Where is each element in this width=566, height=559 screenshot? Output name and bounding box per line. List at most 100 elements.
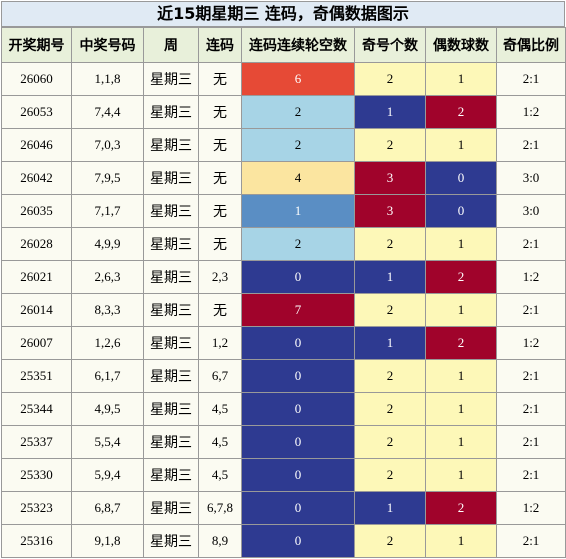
cell-week: 星期三 <box>143 194 199 228</box>
cell-odd-count: 2 <box>354 359 426 393</box>
cell-issue: 26014 <box>1 293 72 327</box>
cell-consec: 无 <box>198 227 242 261</box>
cell-issue: 26060 <box>1 62 72 96</box>
cell-numbers: 7,9,5 <box>71 161 144 195</box>
cell-numbers: 1,1,8 <box>71 62 144 96</box>
cell-ratio: 1:2 <box>496 260 566 294</box>
cell-week: 星期三 <box>143 95 199 129</box>
cell-consec: 无 <box>198 128 242 162</box>
table-row: 25330 5,9,4 星期三 4,5 0 2 1 2:1 <box>1 458 566 492</box>
cell-ratio: 2:1 <box>496 293 566 327</box>
cell-gap: 0 <box>241 392 355 426</box>
cell-ratio: 2:1 <box>496 128 566 162</box>
cell-ratio: 1:2 <box>496 95 566 129</box>
cell-issue: 26053 <box>1 95 72 129</box>
table-row: 26053 7,4,4 星期三无 2 1 2 1:2 <box>1 95 566 129</box>
cell-consec: 无 <box>198 95 242 129</box>
cell-gap: 0 <box>241 524 355 558</box>
cell-numbers: 7,1,7 <box>71 194 144 228</box>
cell-consec: 4,5 <box>198 392 242 426</box>
cell-odd-count: 3 <box>354 161 426 195</box>
cell-numbers: 7,4,4 <box>71 95 144 129</box>
cell-odd-count: 2 <box>354 128 426 162</box>
cell-ratio: 1:2 <box>496 326 566 360</box>
cell-consec: 6,7 <box>198 359 242 393</box>
cell-gap: 1 <box>241 194 355 228</box>
cell-ratio: 2:1 <box>496 392 566 426</box>
cell-even-count: 2 <box>425 491 497 525</box>
cell-ratio: 2:1 <box>496 359 566 393</box>
cell-odd-count: 1 <box>354 326 426 360</box>
cell-even-count: 1 <box>425 524 497 558</box>
cell-numbers: 4,9,9 <box>71 227 144 261</box>
cell-gap: 2 <box>241 128 355 162</box>
table-row: 26035 7,1,7 星期三无 1 3 0 3:0 <box>1 194 566 228</box>
data-table: 开奖期号 中奖号码 周 连码 连码连续轮空数 奇号个数 偶数球数 奇偶比例 26… <box>1 27 566 558</box>
cell-even-count: 2 <box>425 326 497 360</box>
cell-issue: 26035 <box>1 194 72 228</box>
cell-odd-count: 3 <box>354 194 426 228</box>
cell-ratio: 2:1 <box>496 458 566 492</box>
cell-week: 星期三 <box>143 161 199 195</box>
cell-numbers: 2,6,3 <box>71 260 144 294</box>
cell-odd-count: 1 <box>354 491 426 525</box>
cell-odd-count: 2 <box>354 227 426 261</box>
cell-ratio: 3:0 <box>496 194 566 228</box>
cell-issue: 25337 <box>1 425 72 459</box>
header-ratio: 奇偶比例 <box>496 27 566 63</box>
cell-issue: 26007 <box>1 326 72 360</box>
table-row: 25344 4,9,5 星期三 4,5 0 2 1 2:1 <box>1 392 566 426</box>
cell-week: 星期三 <box>143 392 199 426</box>
cell-consec: 无 <box>198 62 242 96</box>
header-gap: 连码连续轮空数 <box>241 27 355 63</box>
table-row: 25337 5,5,4 星期三 4,5 0 2 1 2:1 <box>1 425 566 459</box>
cell-issue: 25351 <box>1 359 72 393</box>
table-row: 26028 4,9,9 星期三无 2 2 1 2:1 <box>1 227 566 261</box>
cell-week: 星期三 <box>143 491 199 525</box>
cell-issue: 26028 <box>1 227 72 261</box>
table-row: 26014 8,3,3 星期三无 7 2 1 2:1 <box>1 293 566 327</box>
cell-even-count: 0 <box>425 194 497 228</box>
cell-gap: 6 <box>241 62 355 96</box>
cell-numbers: 5,5,4 <box>71 425 144 459</box>
cell-even-count: 1 <box>425 392 497 426</box>
cell-week: 星期三 <box>143 359 199 393</box>
cell-odd-count: 2 <box>354 425 426 459</box>
header-consec: 连码 <box>198 27 242 63</box>
table-row: 26046 7,0,3 星期三无 2 2 1 2:1 <box>1 128 566 162</box>
cell-numbers: 6,1,7 <box>71 359 144 393</box>
cell-numbers: 6,8,7 <box>71 491 144 525</box>
cell-numbers: 1,2,6 <box>71 326 144 360</box>
cell-odd-count: 2 <box>354 62 426 96</box>
table-row: 25323 6,8,7 星期三 6,7,8 0 1 2 1:2 <box>1 491 566 525</box>
cell-week: 星期三 <box>143 128 199 162</box>
header-row: 开奖期号 中奖号码 周 连码 连码连续轮空数 奇号个数 偶数球数 奇偶比例 <box>1 27 566 63</box>
cell-numbers: 7,0,3 <box>71 128 144 162</box>
cell-gap: 2 <box>241 95 355 129</box>
header-issue: 开奖期号 <box>1 27 72 63</box>
table-row: 26007 1,2,6 星期三 1,2 0 1 2 1:2 <box>1 326 566 360</box>
cell-week: 星期三 <box>143 425 199 459</box>
cell-ratio: 2:1 <box>496 227 566 261</box>
cell-even-count: 2 <box>425 95 497 129</box>
cell-ratio: 2:1 <box>496 425 566 459</box>
cell-gap: 0 <box>241 458 355 492</box>
cell-consec: 无 <box>198 194 242 228</box>
cell-even-count: 0 <box>425 161 497 195</box>
table-row: 26021 2,6,3 星期三 2,3 0 1 2 1:2 <box>1 260 566 294</box>
cell-odd-count: 2 <box>354 392 426 426</box>
table-row: 26042 7,9,5 星期三无 4 3 0 3:0 <box>1 161 566 195</box>
cell-ratio: 2:1 <box>496 62 566 96</box>
cell-issue: 25344 <box>1 392 72 426</box>
cell-gap: 0 <box>241 425 355 459</box>
cell-week: 星期三 <box>143 458 199 492</box>
cell-week: 星期三 <box>143 326 199 360</box>
cell-gap: 4 <box>241 161 355 195</box>
cell-gap: 2 <box>241 227 355 261</box>
cell-week: 星期三 <box>143 293 199 327</box>
cell-week: 星期三 <box>143 260 199 294</box>
cell-consec: 无 <box>198 161 242 195</box>
header-numbers: 中奖号码 <box>71 27 144 63</box>
cell-gap: 0 <box>241 326 355 360</box>
